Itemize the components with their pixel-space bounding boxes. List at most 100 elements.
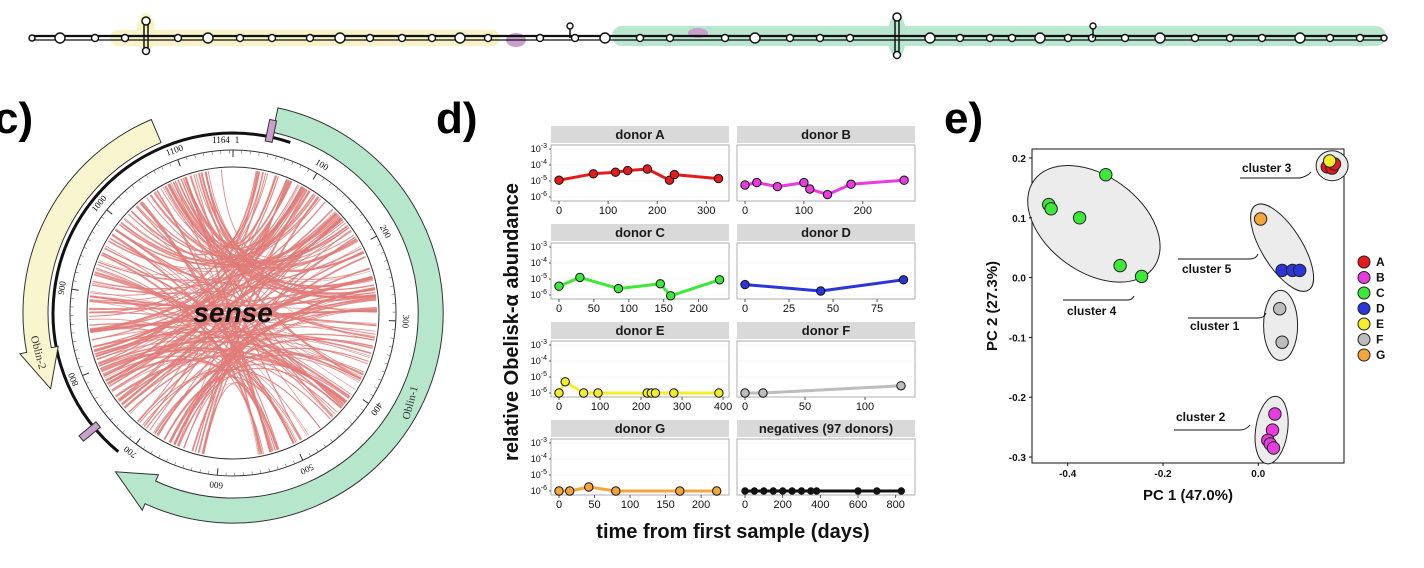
circos-chord	[163, 376, 297, 443]
circos-minor-tick	[122, 430, 126, 433]
ss-hairpin-loop	[892, 12, 902, 22]
facet-x-tick-label: 200	[692, 499, 710, 511]
facet-x-tick-label: 200	[648, 205, 666, 217]
facet-x-tick-label: 25	[783, 303, 795, 315]
genome-backbone-arc	[51, 131, 291, 453]
pca-cluster-label: cluster 2	[1176, 410, 1226, 424]
circos-tick-label: 400	[369, 401, 385, 418]
pca-y-tick-label: 0.2	[1012, 154, 1026, 165]
ss-loop	[665, 33, 675, 43]
facet-donor-g: donor G 10-3 10-4 10-5 10-6 0 50 100 150 200	[531, 420, 730, 511]
facet-x-tick-label: 0	[556, 499, 562, 511]
ss-loop	[815, 33, 825, 43]
pca-points	[1042, 154, 1342, 455]
pca-legend-swatch-d	[1357, 302, 1371, 315]
facet-data-point	[554, 486, 564, 496]
gene-arrow-oblin-1	[114, 107, 444, 524]
facet-strip	[551, 224, 729, 241]
circos-tick-mark	[106, 209, 113, 215]
pca-x-tick-label: 0.0	[1251, 469, 1265, 480]
circos-minor-tick	[99, 404, 103, 407]
ss-hairpin-loop	[141, 16, 151, 26]
ss-highlight-hairpin-yellow	[137, 13, 155, 53]
facet-data-point	[758, 388, 768, 398]
circos-minor-tick	[77, 263, 82, 265]
pca-legend-label-d: D	[1376, 302, 1385, 316]
facet-title: donor E	[615, 323, 664, 338]
circos-tick-mark	[216, 468, 219, 476]
circos-minor-tick	[150, 450, 153, 454]
circos-minor-tick	[337, 433, 340, 437]
facet-data-point	[805, 184, 815, 194]
facet-title: donor C	[615, 225, 665, 240]
circos-minor-tick	[145, 174, 149, 179]
facet-title: donor F	[802, 323, 850, 338]
facet-strip	[737, 224, 915, 241]
ss-loop	[599, 32, 611, 44]
ss-loop	[235, 33, 245, 43]
facet-y-tick-label: 10-6	[531, 387, 547, 398]
facet-x-tick-label: 150	[656, 499, 674, 511]
timeseries-x-title: time from first sample (days)	[596, 521, 869, 543]
pca-hull-cluster-1	[1263, 289, 1299, 361]
circos-minor-tick	[359, 213, 363, 217]
circos-minor-tick	[101, 216, 105, 220]
circos-chord	[168, 183, 374, 288]
circos-minor-tick	[307, 168, 310, 173]
circos-minor-tick	[161, 166, 164, 170]
facet-data-point	[565, 486, 575, 496]
facet-x-tick-label: 400	[714, 401, 732, 413]
facet-data-point	[812, 487, 821, 495]
ss-loop	[454, 32, 466, 44]
panel-label-e: e)	[944, 94, 983, 143]
facet-data-point	[873, 487, 881, 495]
facet-data-point	[554, 281, 564, 291]
ss-loop	[1087, 33, 1097, 43]
ss-highlight-yellow	[110, 30, 500, 46]
facet-data-point	[896, 381, 906, 391]
circos-minor-tick	[343, 427, 347, 431]
circos-minor-tick	[275, 155, 277, 160]
circos-minor-tick	[110, 417, 114, 421]
secondary-structure-strip	[28, 12, 1388, 60]
circos-minor-tick	[348, 200, 352, 204]
facet-data-point	[779, 487, 787, 495]
pca-cluster-leader-curve	[1239, 424, 1251, 431]
facet-y-tick-label: 10-4	[531, 159, 547, 170]
facet-data-point	[650, 388, 661, 398]
facet-data-point	[584, 482, 594, 492]
facet-title: donor G	[615, 421, 666, 436]
circos-chord	[201, 196, 319, 454]
facet-data-point	[797, 487, 806, 495]
circos-minor-tick	[158, 454, 161, 459]
ss-loop	[845, 33, 855, 43]
facet-data-point	[611, 486, 621, 496]
gene-arrow-oblin-2	[18, 118, 162, 390]
circos-minor-tick	[211, 151, 213, 155]
facet-donor-a: donor A 10-3 10-4 10-5 10-6 0 100 200 300	[531, 126, 730, 217]
pca-cluster-leader-curve	[1257, 312, 1267, 319]
circos-minor-tick	[316, 448, 319, 453]
facet-data-point	[750, 487, 759, 495]
facet-data-point	[669, 169, 680, 180]
circos-tick-mark	[299, 453, 304, 461]
circos-minor-tick	[283, 158, 286, 162]
circos-minor-tick	[369, 228, 373, 231]
circos-minor-tick	[377, 243, 381, 246]
ss-backbone	[28, 12, 1388, 60]
circos-tick-label: 800	[66, 371, 81, 388]
circos-minor-tick	[299, 164, 302, 169]
ss-loop	[1190, 33, 1200, 43]
pca-point-g	[1253, 212, 1268, 226]
ss-loop	[427, 33, 437, 43]
circos-minor-tick	[308, 453, 311, 457]
ss-loop	[397, 33, 407, 43]
facet-x-tick-label: 600	[849, 499, 867, 511]
facet-x-tick-label: 400	[811, 499, 829, 511]
facet-y-tick-label: 10-3	[531, 437, 547, 448]
pca-y-tick-label: -0.2	[1009, 393, 1027, 404]
circos-chord	[96, 336, 368, 365]
circos-minor-tick	[386, 268, 390, 270]
pca-y-tick-label: 0.1	[1012, 214, 1026, 225]
circos-chord	[104, 247, 308, 437]
